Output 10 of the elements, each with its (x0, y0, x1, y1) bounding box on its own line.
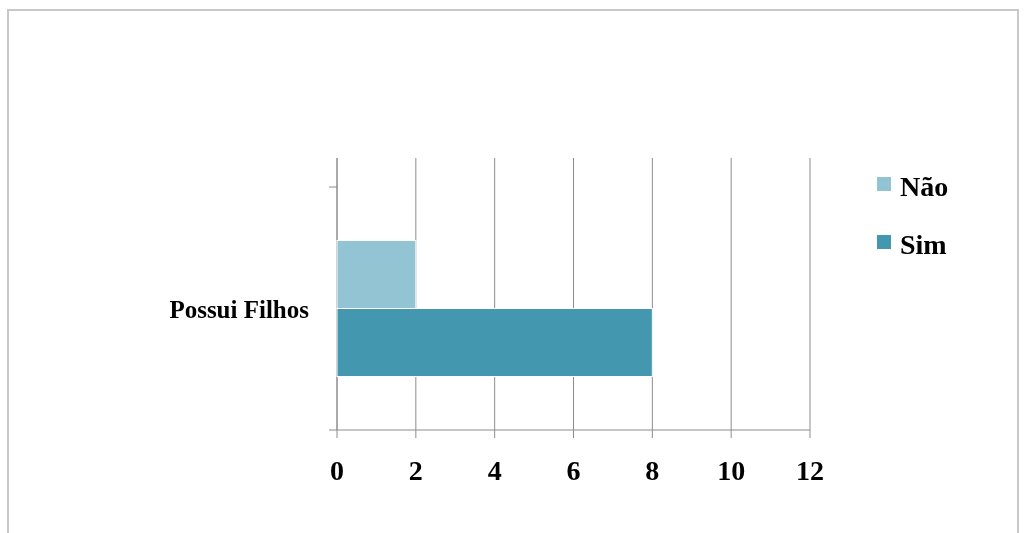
x-tick-label: 6 (566, 455, 581, 486)
x-tick-label: 8 (645, 455, 660, 486)
x-tick-label: 0 (330, 455, 344, 486)
x-tick-label: 4 (487, 455, 502, 486)
x-tick-label: 2 (408, 455, 423, 486)
legend-label: Não (900, 171, 949, 202)
legend-label: Sim (900, 229, 947, 260)
x-tick-label: 12 (796, 455, 824, 486)
y-tick-label: Possui Filhos (169, 295, 310, 323)
x-tick-label: 10 (717, 455, 746, 486)
